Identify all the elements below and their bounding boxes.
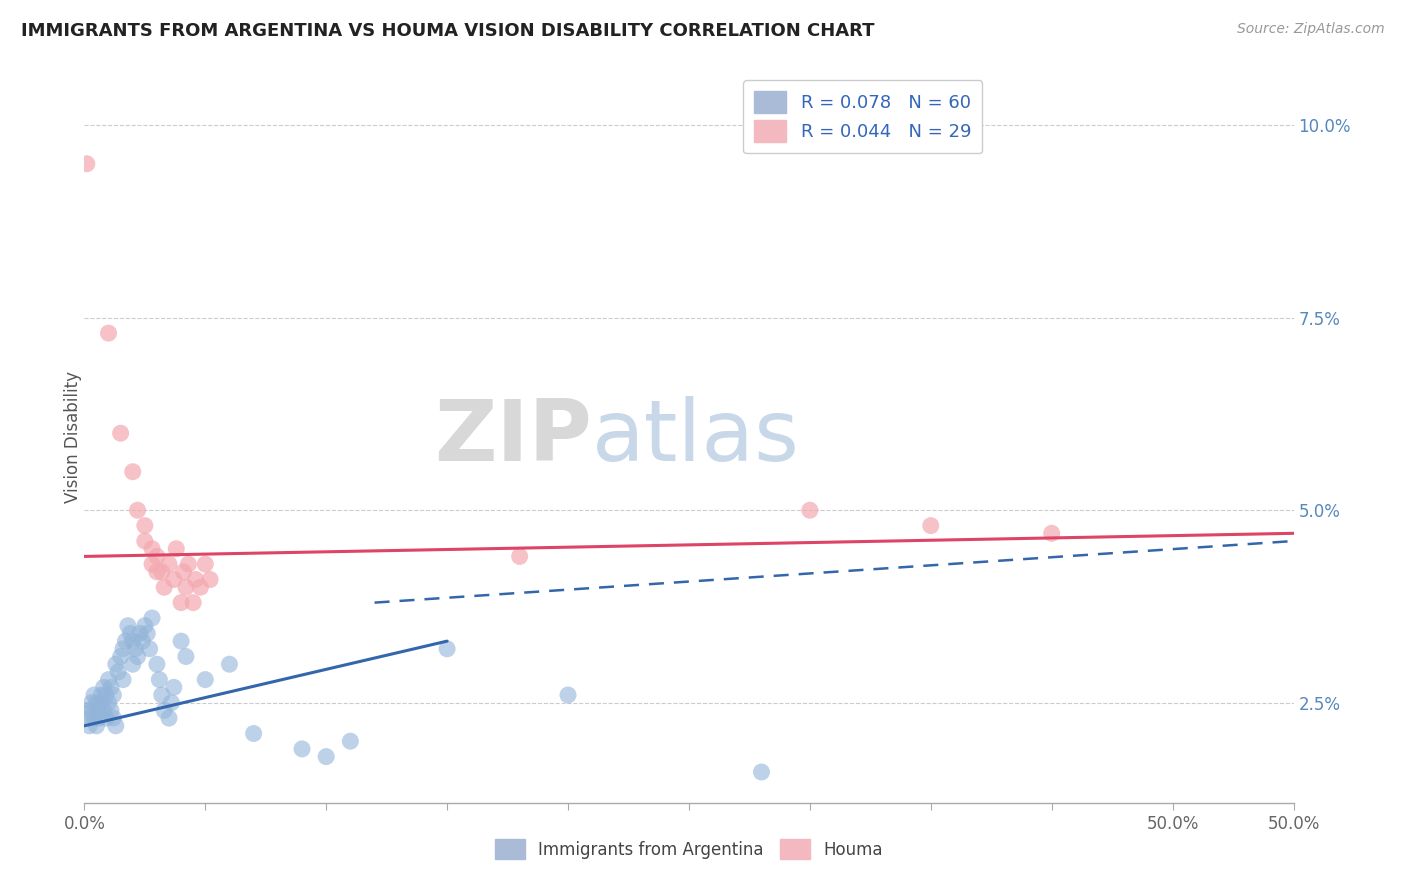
Point [148, 673, 170, 687]
Point [103, 688, 125, 702]
Point [104, 719, 127, 733]
Point [291, 742, 314, 756]
Point [121, 465, 143, 479]
Point [83, 711, 105, 725]
Point [77, 719, 100, 733]
Point [80, 696, 103, 710]
Point [86, 696, 108, 710]
Point [134, 534, 156, 549]
Point [97, 696, 120, 710]
Point [194, 557, 217, 571]
Point [94, 688, 117, 702]
Point [76, 703, 98, 717]
Point [114, 634, 136, 648]
Point [134, 618, 156, 632]
Point [131, 634, 153, 648]
Point [557, 688, 579, 702]
Point [190, 580, 212, 594]
Point [117, 618, 139, 632]
Point [121, 657, 143, 672]
Point [90, 696, 112, 710]
Text: Source: ZipAtlas.com: Source: ZipAtlas.com [1237, 22, 1385, 37]
Point [141, 611, 163, 625]
Point [181, 596, 204, 610]
Point [83, 688, 105, 702]
Point [242, 726, 264, 740]
Point [97, 326, 120, 340]
Y-axis label: Vision Disability: Vision Disability [65, 371, 82, 503]
Point [150, 688, 173, 702]
Point [146, 549, 169, 564]
Point [146, 565, 169, 579]
Point [76, 157, 98, 171]
Point [436, 641, 458, 656]
Legend: Immigrants from Argentina, Houma: Immigrants from Argentina, Houma [486, 830, 891, 868]
Point [86, 719, 108, 733]
Point [87, 703, 110, 717]
Point [170, 634, 193, 648]
Point [141, 541, 163, 556]
Point [153, 703, 176, 717]
Text: ZIP: ZIP [434, 395, 592, 479]
Point [93, 703, 115, 717]
Point [134, 518, 156, 533]
Point [138, 641, 160, 656]
Point [77, 711, 100, 725]
Point [315, 749, 337, 764]
Point [100, 681, 122, 695]
Point [339, 734, 361, 748]
Point [124, 641, 146, 656]
Point [100, 703, 122, 717]
Point [194, 673, 217, 687]
Point [87, 711, 110, 725]
Point [799, 503, 821, 517]
Point [110, 426, 132, 441]
Point [80, 703, 103, 717]
Point [173, 565, 195, 579]
Point [170, 596, 193, 610]
Point [157, 557, 180, 571]
Point [97, 673, 120, 687]
Point [198, 573, 221, 587]
Point [110, 649, 132, 664]
Point [112, 641, 135, 656]
Point [129, 626, 152, 640]
Point [157, 711, 180, 725]
Point [104, 657, 127, 672]
Point [751, 764, 773, 779]
Point [94, 711, 117, 725]
Point [218, 657, 240, 672]
Point [920, 518, 942, 533]
Point [112, 673, 135, 687]
Point [174, 649, 197, 664]
Point [103, 711, 125, 725]
Point [120, 626, 142, 640]
Point [150, 565, 173, 579]
Point [93, 681, 115, 695]
Point [127, 649, 149, 664]
Point [127, 503, 149, 517]
Point [177, 557, 200, 571]
Point [184, 573, 207, 587]
Point [174, 580, 197, 594]
Point [141, 557, 163, 571]
Point [136, 626, 159, 640]
Point [121, 634, 143, 648]
Point [107, 665, 129, 679]
Point [146, 657, 169, 672]
Point [90, 688, 112, 702]
Point [153, 580, 176, 594]
Text: IMMIGRANTS FROM ARGENTINA VS HOUMA VISION DISABILITY CORRELATION CHART: IMMIGRANTS FROM ARGENTINA VS HOUMA VISIO… [21, 22, 875, 40]
Text: atlas: atlas [592, 395, 800, 479]
Point [160, 696, 183, 710]
Point [163, 681, 186, 695]
Point [509, 549, 531, 564]
Point [1040, 526, 1063, 541]
Point [165, 541, 187, 556]
Point [163, 573, 186, 587]
